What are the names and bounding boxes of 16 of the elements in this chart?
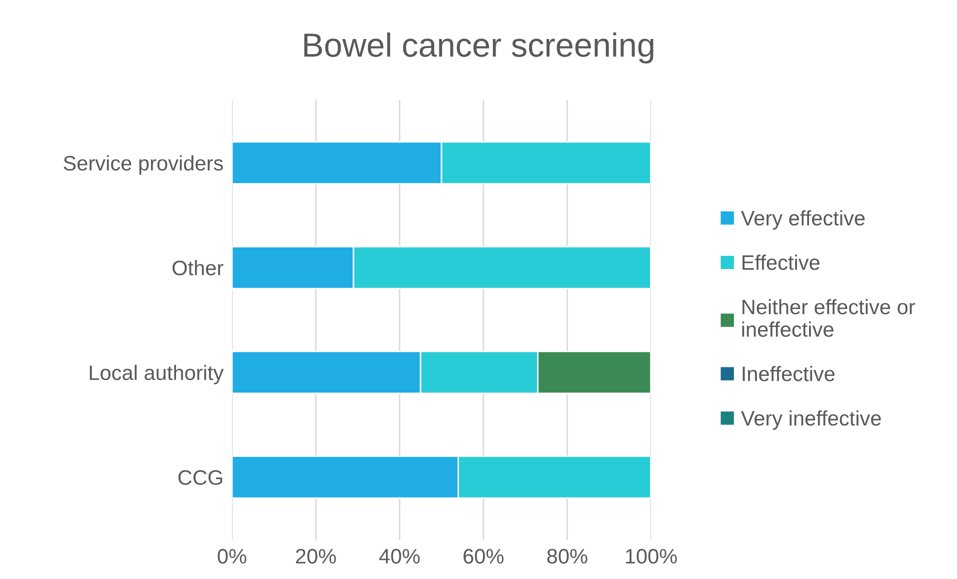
x-tick-label: 100% xyxy=(626,548,677,564)
y-tick-label: CCG xyxy=(178,470,222,485)
legend-label: Ineffective xyxy=(742,366,835,382)
x-tick-label: 60% xyxy=(464,548,504,564)
x-tick-label: 20% xyxy=(296,548,336,564)
legend-label: Very ineffective xyxy=(740,410,881,430)
x-tick-label: 80% xyxy=(547,548,588,564)
legend-label: Effective xyxy=(742,254,820,270)
y-tick-label: Other xyxy=(172,260,224,276)
x-tick-label: 0% xyxy=(218,548,246,564)
y-tick-label: Service providers xyxy=(64,155,223,175)
legend-label: Very effective xyxy=(740,210,865,230)
y-tick-label: Local authority xyxy=(90,364,224,384)
chart-title: Bowel cancer screening xyxy=(304,32,654,64)
legend-label: Neither effective or ineffective xyxy=(742,299,915,337)
x-tick-label: 40% xyxy=(379,548,420,564)
